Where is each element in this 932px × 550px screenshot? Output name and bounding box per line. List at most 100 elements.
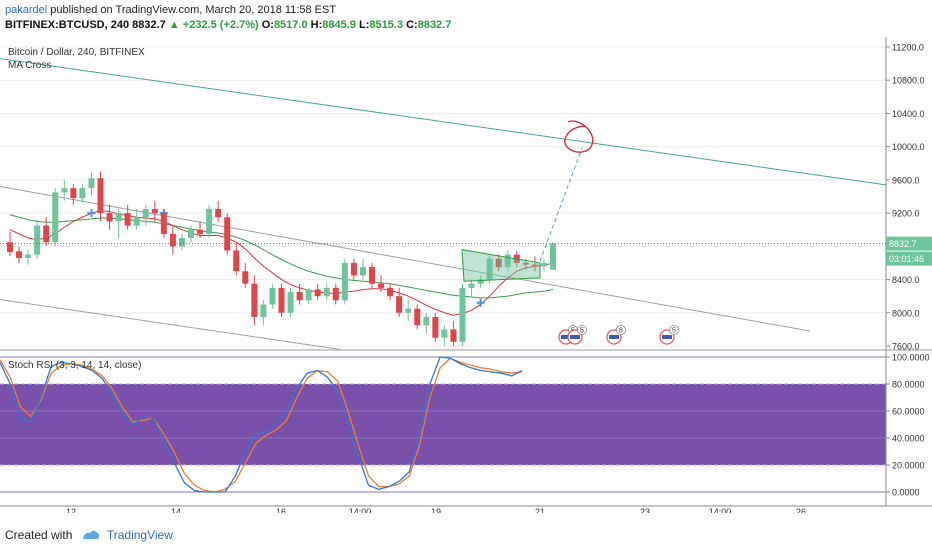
price-axis[interactable]: 11200.0 10800.0 10400.0 10000.0 9600.0 9200.0… (0, 37, 932, 506)
candle-body (414, 308, 421, 326)
candle-body (495, 258, 502, 268)
candle-body (16, 251, 23, 258)
candle-body (7, 242, 13, 253)
candle-body (387, 287, 394, 297)
candle-body (486, 258, 493, 280)
candle-body (305, 289, 312, 301)
candle-body (251, 283, 258, 317)
price-tick-label: 11200.0 (892, 43, 924, 53)
upper-channel-line (0, 186, 811, 332)
tradingview-link[interactable]: TradingView (106, 528, 173, 542)
pennant-shape (461, 249, 541, 282)
candle-body (423, 316, 430, 326)
candle-body (34, 225, 41, 255)
candle-body (369, 267, 375, 284)
candle-body (70, 188, 77, 199)
last-price-box (886, 236, 932, 251)
rsi-band (0, 384, 886, 465)
low-value: 8515.3 (369, 19, 404, 31)
footer: Created with TradingView (5, 528, 173, 543)
candle-body (242, 271, 249, 284)
rsi-tick-label: 40.0000 (892, 434, 925, 444)
candle-body (540, 262, 547, 267)
candle-body (52, 192, 59, 243)
event-count: 5 (672, 328, 676, 335)
price-pane[interactable] (0, 37, 886, 344)
tradingview-logo-icon[interactable] (82, 528, 100, 543)
symbol-label: BITFINEX:BTCUSD, 240 (5, 19, 130, 31)
time-tick-label: 16 (276, 507, 286, 513)
high-label: H: (310, 19, 323, 31)
flag-stripe (609, 335, 619, 339)
rsi-axis[interactable]: 100.0000 80.0000 60.0000 40.0000 20.0000 0.00… (885, 351, 930, 506)
pennant-pattern (461, 249, 541, 282)
candle-body (332, 287, 339, 301)
event-count-badge (616, 325, 626, 335)
candle-body (396, 296, 403, 313)
event-count: 5 (580, 328, 584, 335)
flag-stripe (561, 335, 571, 339)
rsi-title: Stoch RSI (3, 3, 14, 14, close) (8, 360, 141, 371)
close-label: C: (406, 19, 418, 31)
candle-body (405, 308, 412, 313)
event-count-badge (669, 325, 679, 335)
candle-body (531, 264, 538, 267)
publish-info: published on TradingView.com, March 20, … (50, 4, 337, 16)
last-price-label: 8832.7 (889, 239, 917, 249)
candle-body (323, 287, 330, 297)
countdown-label: 03:01:46 (889, 254, 924, 264)
rsi-pane[interactable] (0, 356, 886, 493)
rsi-d-line (0, 357, 523, 493)
last-price: 8832.7 (132, 19, 166, 31)
time-axis[interactable]: 12 14 16 14:00 19 21 23 14:00 26 (0, 505, 932, 517)
rsi-tick-label: 0.0000 (892, 488, 920, 498)
time-tick-label: 23 (640, 507, 650, 513)
candle-body (160, 213, 167, 234)
ohlc-line: BITFINEX:BTCUSD, 240 8832.7 ▲ +232.5 (+2… (5, 19, 451, 31)
created-with: Created with (5, 528, 73, 542)
author-link[interactable]: pakardel (5, 4, 48, 16)
price-tick-label: 9200.0 (892, 209, 920, 219)
candle-body (151, 208, 158, 214)
candle-body (215, 208, 222, 218)
candle-body (133, 217, 140, 226)
target-annotation (539, 120, 594, 262)
close-value: 8832.7 (417, 19, 452, 31)
candle-body (88, 178, 95, 189)
candle-body (79, 188, 86, 199)
rsi-tick-label: 20.0000 (892, 461, 925, 471)
candle-body (61, 188, 68, 193)
candle-body (224, 217, 231, 251)
chart-area[interactable]: 5585 11200.010800.010400.010000.09600.09… (0, 37, 932, 517)
time-tick-label: 12 (66, 507, 76, 513)
candle-body (233, 250, 240, 272)
candle-body (269, 287, 276, 305)
chart-svg[interactable]: 5585 11200.010800.010400.010000.09600.09… (0, 37, 932, 517)
candle-body (359, 267, 366, 276)
candle-body (522, 262, 529, 265)
candle-body (178, 238, 185, 247)
event-markers[interactable]: 5585 (558, 325, 679, 345)
candle-body (278, 287, 285, 313)
candle-body (341, 262, 348, 301)
candle-body (432, 316, 439, 338)
candle-body (468, 283, 475, 288)
high-value: 8845.9 (322, 19, 356, 31)
chart-title: Bitcoin / Dollar, 240, BITFINEX (8, 47, 145, 58)
time-tick-label: 14:00 (349, 507, 372, 513)
flag-stripe (662, 335, 672, 339)
candle-body (124, 213, 131, 226)
price-tick-label: 10800.0 (892, 76, 925, 86)
candle-body (142, 208, 149, 218)
candle-body (25, 254, 32, 258)
ma-cross-icon (476, 298, 485, 307)
price-tick-label: 8000.0 (892, 308, 920, 318)
candle-body (350, 262, 357, 276)
price-change: ▲ +232.5 (+2.7%) (168, 19, 259, 31)
rsi-tick-label: 60.0000 (892, 407, 925, 417)
candle-body (550, 243, 556, 270)
study-label: MA Cross (8, 60, 51, 71)
open-label: O: (261, 19, 274, 31)
time-tick-label: 14:00 (709, 507, 732, 513)
candle-body (43, 225, 50, 243)
